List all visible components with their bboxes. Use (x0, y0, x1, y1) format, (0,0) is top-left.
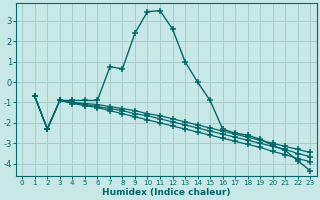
X-axis label: Humidex (Indice chaleur): Humidex (Indice chaleur) (102, 188, 230, 197)
